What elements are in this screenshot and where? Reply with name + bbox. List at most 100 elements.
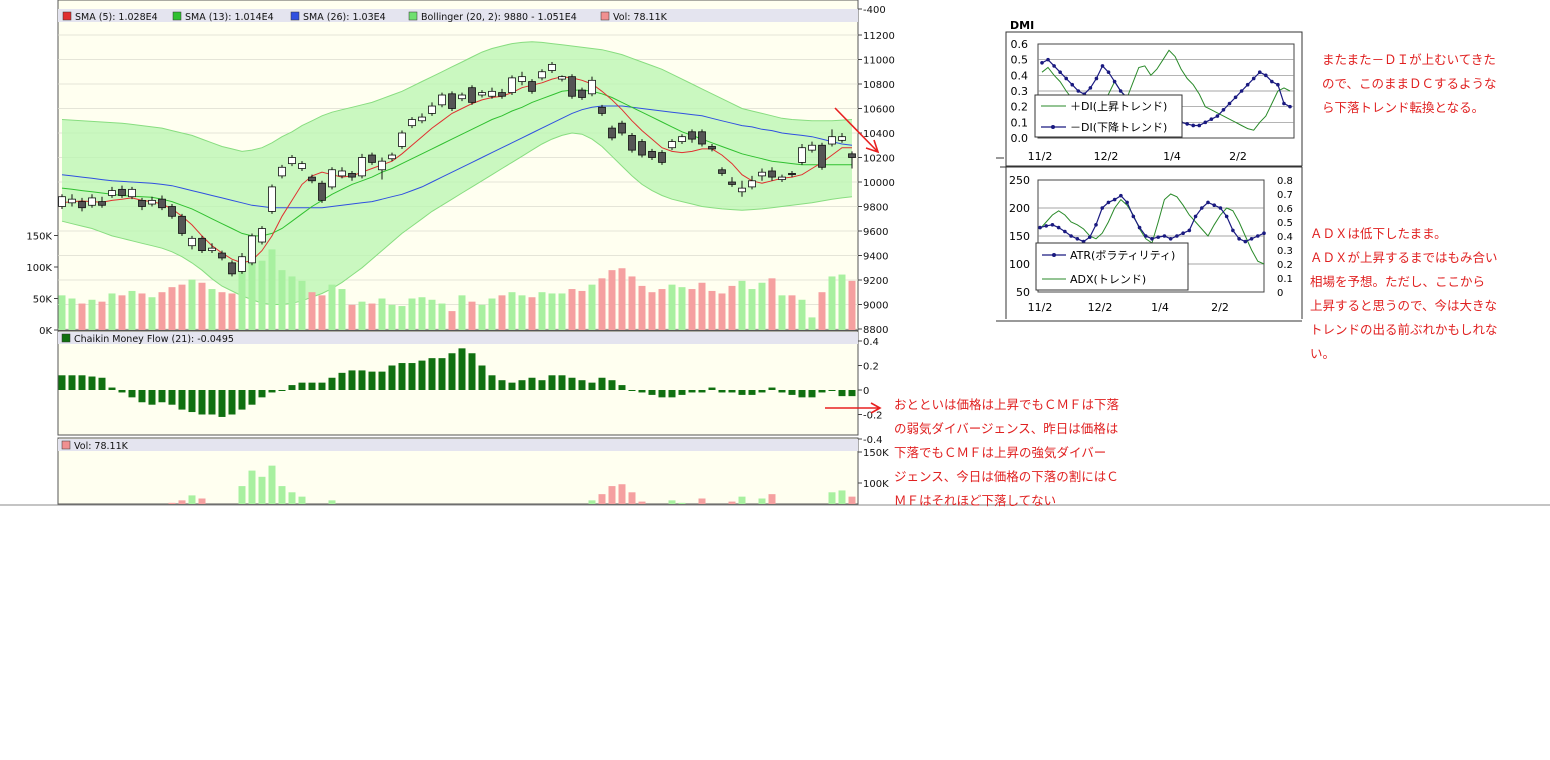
volume-tick-label: 0K bbox=[39, 326, 52, 337]
volume-bar bbox=[68, 298, 76, 330]
volume-bar bbox=[698, 282, 706, 330]
candle-body bbox=[198, 237, 206, 252]
candle bbox=[268, 184, 276, 214]
cmf-bar bbox=[448, 353, 456, 390]
atr-legend-label: ATR(ボラティリティ) bbox=[1070, 249, 1175, 262]
candle-body bbox=[178, 215, 186, 234]
volume-bar bbox=[828, 276, 836, 330]
candle-body bbox=[248, 235, 256, 264]
candle-body bbox=[128, 188, 136, 198]
candle bbox=[528, 79, 536, 94]
volume-bar bbox=[258, 260, 266, 330]
candle bbox=[448, 91, 456, 111]
legend-label: SMA (5): 1.028E4 bbox=[75, 12, 158, 23]
candle-body bbox=[768, 170, 776, 178]
candle bbox=[688, 129, 696, 143]
candle-body bbox=[608, 127, 616, 139]
volume-bar bbox=[508, 292, 516, 330]
bollinger-upper-line bbox=[61, 41, 853, 152]
cmf-bar bbox=[578, 380, 586, 390]
candle-body bbox=[708, 146, 716, 150]
volume-bar bbox=[438, 303, 446, 330]
dmi-annotation: またまた－ＤＩが上むいてきた ので、このままＤＣするような ら下落トレンド転換と… bbox=[1322, 52, 1497, 115]
atr-point bbox=[1143, 234, 1148, 238]
candle-body bbox=[268, 186, 276, 212]
volume-chart-bar bbox=[268, 465, 276, 504]
minus-di-point bbox=[1288, 104, 1292, 109]
candle-body bbox=[748, 180, 756, 188]
volume-bar bbox=[838, 274, 846, 330]
candle bbox=[608, 125, 616, 141]
candle-body bbox=[168, 206, 176, 217]
candle bbox=[248, 233, 256, 266]
candle bbox=[68, 194, 76, 207]
atr-point bbox=[1038, 225, 1042, 230]
candle-body bbox=[678, 136, 686, 142]
candle bbox=[358, 153, 366, 179]
volume-bar bbox=[298, 280, 306, 330]
volume-tick-label: 150K bbox=[26, 232, 52, 243]
atr-point bbox=[1100, 206, 1105, 210]
cmf-bar bbox=[748, 390, 756, 395]
volume-chart-bar bbox=[328, 500, 336, 504]
volume-bar bbox=[128, 290, 136, 330]
cmf-bar bbox=[478, 365, 486, 390]
atr-point bbox=[1087, 235, 1092, 239]
price-legend: SMA (5): 1.028E4 SMA (13): 1.014E4 SMA (26… bbox=[62, 11, 668, 23]
cmf-plot-bg bbox=[57, 330, 859, 436]
volume-overlay bbox=[58, 249, 856, 330]
candle-body bbox=[598, 106, 606, 114]
volume-bar bbox=[748, 289, 756, 330]
atr-adx-chart: 250 200 150 100 50 0.8 0.7 0.6 0.5 0.4 0.3 0.2 0.1 0 1… bbox=[996, 157, 1303, 322]
candle bbox=[228, 260, 236, 277]
candle bbox=[168, 204, 176, 219]
candle bbox=[328, 167, 336, 190]
cmf-bar bbox=[768, 387, 776, 390]
volume-chart-bar bbox=[168, 502, 176, 504]
cmf-legend-swatch bbox=[61, 333, 71, 343]
candle-body bbox=[838, 136, 846, 141]
candle bbox=[188, 235, 196, 250]
atr-point bbox=[1262, 231, 1266, 235]
candle-body bbox=[158, 198, 166, 209]
cmf-bar bbox=[458, 348, 466, 390]
volume-chart-bar bbox=[288, 492, 296, 504]
cmf-bar bbox=[128, 390, 136, 398]
volume-bar bbox=[208, 289, 216, 330]
candle bbox=[808, 141, 816, 153]
adx-y-tick-label: 0.1 bbox=[1277, 274, 1293, 285]
candle-body bbox=[388, 154, 396, 160]
candle bbox=[498, 88, 506, 99]
candle bbox=[438, 92, 446, 108]
legend-swatch bbox=[408, 11, 418, 21]
minus-di-point bbox=[1227, 101, 1232, 106]
candle bbox=[428, 102, 436, 116]
volume-bar bbox=[278, 270, 286, 330]
candle bbox=[288, 155, 296, 167]
price-tick-label: 11200 bbox=[863, 31, 895, 42]
candle bbox=[778, 174, 786, 182]
candle bbox=[658, 150, 666, 165]
volume-chart-bar bbox=[848, 496, 856, 504]
candle bbox=[278, 164, 286, 179]
cmf-bar bbox=[58, 375, 66, 390]
sma5-line bbox=[61, 76, 852, 264]
dmi-x-tick-label: 11/2 bbox=[1028, 150, 1053, 163]
candle-body bbox=[238, 256, 246, 272]
dmi-y-tick-label: 0.3 bbox=[1011, 85, 1029, 98]
candle-body bbox=[438, 94, 446, 106]
minus-di-point bbox=[1209, 117, 1214, 121]
cmf-bar bbox=[698, 390, 706, 393]
atr-point bbox=[1249, 237, 1254, 241]
atr-y-tick-label: 50 bbox=[1016, 286, 1030, 299]
candle-body bbox=[648, 150, 656, 158]
candle-body bbox=[408, 119, 416, 127]
volume-chart-bar bbox=[618, 484, 626, 504]
atr-point bbox=[1187, 228, 1192, 233]
volume-bar bbox=[638, 285, 646, 330]
dmi-x-tick-label: 1/4 bbox=[1163, 150, 1181, 163]
minus-di-point bbox=[1233, 95, 1238, 100]
cmf-bars bbox=[58, 348, 856, 417]
candle bbox=[508, 75, 516, 96]
volume-chart-bar bbox=[638, 501, 646, 504]
